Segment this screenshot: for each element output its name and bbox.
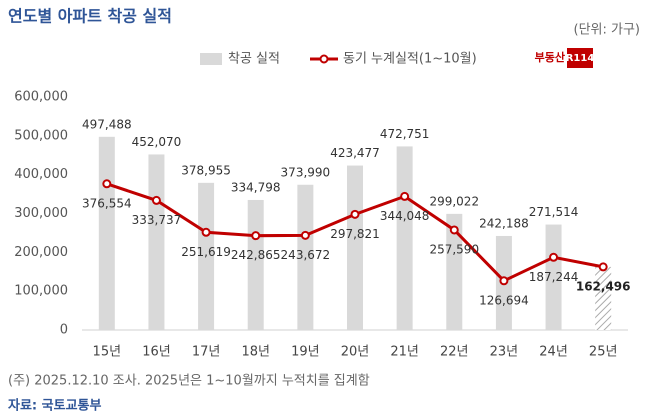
bar-value-label: 334,798 [231, 180, 281, 194]
line-value-label: 376,554 [82, 196, 132, 210]
chart-title: 연도별 아파트 착공 실적 [8, 7, 172, 26]
bar [198, 182, 215, 330]
x-tick-label: 16년 [142, 345, 171, 360]
bar-value-label: 452,070 [132, 135, 182, 149]
line-value-label: 297,821 [330, 227, 380, 241]
x-tick-label: 15년 [93, 345, 122, 360]
bar [347, 165, 363, 330]
x-tick-label: 17년 [192, 345, 221, 360]
line-value-label: 242,865 [231, 248, 281, 262]
y-tick-label: 300,000 [14, 206, 68, 221]
legend-swatch [200, 53, 222, 65]
line-value-label: 243,672 [281, 248, 331, 262]
bar-value-label: 423,477 [330, 146, 380, 160]
line-value-label: 333,737 [132, 213, 182, 227]
x-tick-label: 21년 [390, 345, 419, 360]
line-value-label: 344,048 [380, 209, 430, 223]
line-marker [300, 230, 310, 240]
line-marker [102, 179, 112, 189]
logo-text: R114 [566, 53, 595, 64]
logo-box [567, 48, 593, 68]
logo-text: 부동산 [535, 50, 565, 64]
line-marker [449, 225, 459, 235]
x-tick-label: 22년 [440, 345, 469, 360]
x-tick-label: 20년 [341, 345, 370, 360]
x-tick-label: 23년 [490, 345, 519, 360]
bar-value-label: 271,514 [529, 205, 579, 219]
bar-value-label: 378,955 [181, 163, 231, 177]
legend-label: 동기 누계실적(1~10월) [343, 52, 477, 67]
source: 자료: 국토교통부 [8, 399, 101, 414]
x-tick-label: 19년 [291, 345, 320, 360]
line-marker [499, 276, 509, 286]
y-tick-label: 0 [60, 323, 68, 338]
line-marker [400, 191, 410, 201]
bar [247, 199, 264, 330]
line-value-label: 126,694 [479, 293, 529, 307]
footnote: (주) 2025.12.10 조사. 2025년은 1~10월까지 누적치를 집… [8, 374, 370, 389]
bar [595, 266, 612, 330]
x-tick-label: 25년 [589, 345, 618, 360]
y-tick-label: 100,000 [14, 284, 68, 299]
bar [148, 154, 165, 330]
bar [98, 136, 115, 330]
line-value-label: 187,244 [529, 270, 579, 284]
y-tick-label: 200,000 [14, 245, 68, 260]
bar-value-label: 497,488 [82, 117, 132, 131]
bar [545, 224, 562, 330]
legend-swatch [319, 54, 329, 64]
bar-value-label: 242,188 [479, 216, 529, 230]
line-value-label: 251,619 [181, 245, 231, 259]
x-tick-label: 24년 [539, 345, 568, 360]
bar-value-label: 299,022 [429, 194, 479, 208]
line-value-label: 257,590 [429, 242, 479, 256]
bar [396, 146, 413, 330]
legend-label: 착공 실적 [228, 52, 280, 67]
line-marker [549, 252, 559, 262]
line-value-label: 162,496 [576, 279, 631, 293]
line-marker [251, 231, 261, 241]
line-marker [151, 195, 161, 205]
y-tick-label: 500,000 [14, 128, 68, 143]
bar-value-label: 472,751 [380, 127, 430, 141]
y-tick-label: 400,000 [14, 167, 68, 182]
bar [297, 184, 314, 330]
bar-value-label: 373,990 [281, 165, 331, 179]
bar [446, 213, 463, 330]
unit-label: (단위: 가구) [574, 23, 641, 38]
x-tick-label: 18년 [241, 345, 270, 360]
line-marker [201, 227, 211, 237]
line-marker [350, 209, 360, 219]
y-tick-label: 600,000 [14, 90, 68, 105]
line-marker [598, 262, 608, 272]
